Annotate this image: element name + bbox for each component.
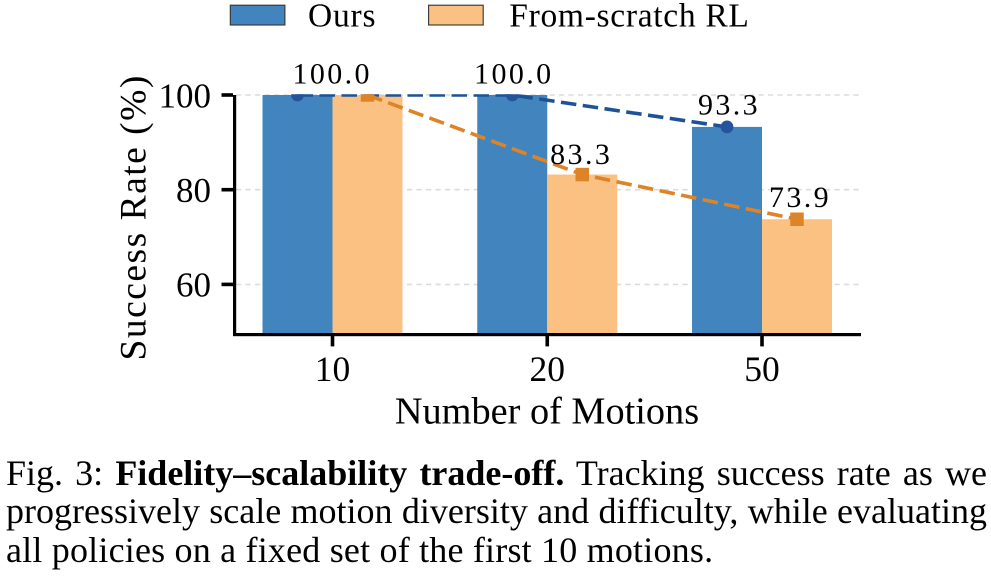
svg-text:100.0: 100.0 xyxy=(292,58,372,91)
svg-text:50: 50 xyxy=(744,349,780,389)
svg-text:10: 10 xyxy=(315,349,351,389)
svg-text:93.3: 93.3 xyxy=(698,89,760,122)
svg-text:83.3: 83.3 xyxy=(550,138,612,171)
svg-text:From-scratch RL: From-scratch RL xyxy=(509,0,749,35)
svg-text:60: 60 xyxy=(176,266,211,305)
svg-text:20: 20 xyxy=(530,349,566,389)
svg-text:80: 80 xyxy=(176,171,211,210)
svg-text:Number of Motions: Number of Motions xyxy=(395,391,699,433)
svg-text:100.0: 100.0 xyxy=(474,58,554,91)
svg-text:Success Rate (%): Success Rate (%) xyxy=(114,74,155,360)
svg-text:73.9: 73.9 xyxy=(769,181,831,214)
svg-text:100: 100 xyxy=(159,76,212,115)
svg-text:Ours: Ours xyxy=(308,0,376,35)
